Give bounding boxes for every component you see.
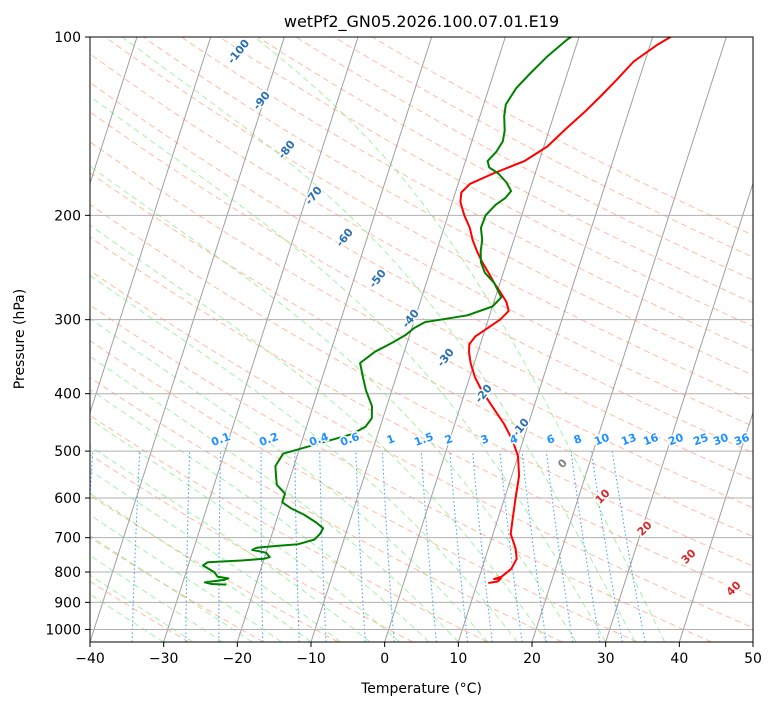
y-tick-label: 900: [54, 595, 81, 611]
dry-adiabat-line: [90, 376, 563, 642]
mixing-ratio-line: [521, 451, 547, 642]
mixing-ratio-line: [420, 451, 437, 642]
y-tick-label: 800: [54, 565, 81, 581]
chart-title: wetPf2_GN05.2026.100.07.01.E19: [284, 12, 559, 32]
y-tick-label: 1000: [45, 622, 81, 638]
dry-adiabat-line: [90, 414, 488, 642]
dry-adiabat-line: [257, 37, 753, 304]
y-axis-title: Pressure (hPa): [12, 289, 28, 389]
mixing-ratio-line: [472, 451, 493, 642]
moist-adiabat-line: [90, 469, 341, 642]
moist-adiabat-line: [90, 388, 430, 642]
background-lines: [90, 37, 753, 642]
x-tick-label: 30: [597, 651, 615, 667]
y-tick-label: 100: [54, 30, 81, 46]
mixing-ratio-line: [449, 451, 468, 642]
moist-adiabat-line: [90, 514, 282, 642]
isotherm-line: [90, 37, 138, 185]
moist-adiabat-line: [90, 165, 577, 642]
isotherm-line: [90, 37, 212, 415]
mixing-ratio-line: [499, 451, 523, 642]
axes: −40 −30 −20 −10 0 10 20 30 40 50 100 200 300 400 500 60…: [45, 30, 762, 667]
temperature-profile: [459, 37, 672, 584]
dry-adiabat-line: [90, 304, 712, 642]
dry-adiabat-line: [90, 236, 753, 598]
isotherm-line: [605, 181, 753, 642]
profile-lines: [202, 37, 672, 586]
x-tick-label: 10: [449, 651, 467, 667]
isotherm-line: [384, 37, 580, 642]
moist-adiabat-line: [121, 37, 636, 642]
mixing-ratio-line: [570, 451, 601, 642]
x-tick-label: 0: [380, 651, 389, 667]
moist-adiabat-line: [90, 95, 607, 642]
moist-adiabat-line: [90, 318, 489, 642]
moist-adiabat-line: [90, 224, 548, 642]
isotherm-line: [310, 37, 506, 642]
x-tick-label: −10: [296, 651, 326, 667]
plot-frame: [89, 36, 754, 643]
isotherm-line: [90, 37, 285, 642]
dewpoint-profile: [202, 37, 573, 586]
x-tick-label: −40: [75, 651, 105, 667]
y-tick-label: 300: [54, 313, 81, 329]
mixing-ratio-line: [545, 451, 574, 642]
y-tick-label: 500: [54, 444, 81, 460]
dry-adiabat-line: [90, 141, 753, 509]
isotherm-line: [163, 37, 359, 642]
isotherm-line: [531, 37, 727, 642]
isotherm-line: [457, 37, 654, 642]
isotherm-line: [236, 37, 433, 642]
x-tick-label: 50: [744, 651, 762, 667]
x-tick-label: 20: [523, 651, 541, 667]
isotherm-line: [678, 411, 753, 642]
y-tick-label: 400: [54, 387, 81, 403]
y-tick-label: 700: [54, 531, 81, 547]
dry-adiabat-line: [104, 37, 753, 401]
moist-adiabat-line: [90, 274, 518, 642]
dry-adiabat-line: [142, 37, 753, 376]
x-tick-label: −30: [149, 651, 179, 667]
dry-adiabat-line: [90, 81, 753, 454]
dry-adiabat-line: [90, 340, 638, 642]
x-axis-title: Temperature (°C): [360, 681, 482, 697]
y-tick-label: 200: [54, 208, 81, 224]
dry-adiabat-line: [90, 580, 190, 642]
moist-adiabat-line: [90, 418, 400, 642]
y-tick-label: 600: [54, 491, 81, 507]
dry-adiabat-line: [90, 111, 753, 481]
dry-adiabat-line: [90, 270, 753, 629]
x-tick-label: −20: [223, 651, 253, 667]
moist-adiabat-line: [254, 37, 666, 642]
dry-adiabat-line: [90, 536, 264, 642]
x-tick-label: 40: [670, 651, 688, 667]
